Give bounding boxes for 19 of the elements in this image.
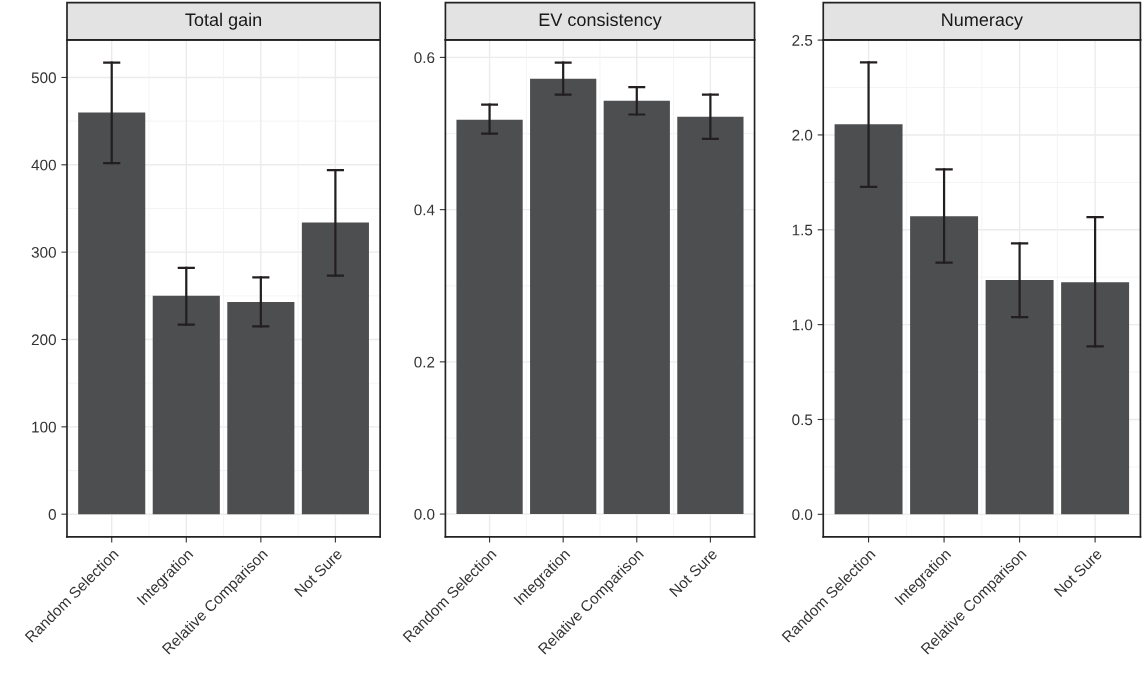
y-tick-label: 0.0 xyxy=(414,508,435,520)
y-tick-label: 0.4 xyxy=(414,204,435,216)
chart-title: Total gain xyxy=(185,12,262,30)
chart-title: EV consistency xyxy=(539,12,662,30)
y-tick-label: 0 xyxy=(48,509,56,520)
y-tick-label: 0.5 xyxy=(792,414,813,426)
y-tick-label: 2.5 xyxy=(792,34,813,46)
y-tick-label: 100 xyxy=(32,421,56,433)
y-tick-label: 2.0 xyxy=(792,129,813,141)
y-tick-label: 300 xyxy=(31,247,56,258)
y-tick-label: 400 xyxy=(31,159,56,171)
chart-title: Numeracy xyxy=(942,13,1023,30)
y-tick-label: 1.5 xyxy=(792,224,813,236)
y-tick-label: 200 xyxy=(31,334,56,346)
y-tick-label: 1.0 xyxy=(792,319,813,331)
y-tick-label: 0.6 xyxy=(414,52,435,64)
y-tick-label: 500 xyxy=(31,72,56,84)
y-tick-label: 0.0 xyxy=(792,509,813,521)
y-tick-label: 0.2 xyxy=(414,356,435,368)
